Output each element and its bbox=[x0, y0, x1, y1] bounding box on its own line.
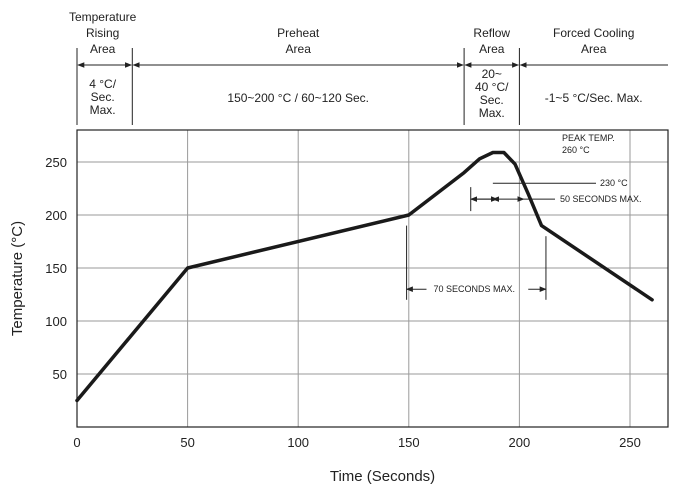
y-tick-label-150: 150 bbox=[45, 261, 67, 276]
x-tick-label-100: 100 bbox=[287, 435, 309, 450]
plot-frame bbox=[76, 129, 669, 428]
area-name-1: Area bbox=[90, 42, 116, 56]
area-name-2: Preheat bbox=[277, 26, 320, 40]
peak-temp-label: PEAK TEMP. bbox=[562, 133, 615, 143]
x-tick-label-200: 200 bbox=[509, 435, 531, 450]
sec70-label: 70 SECONDS MAX. bbox=[434, 284, 516, 294]
area-name-3: Reflow bbox=[473, 26, 510, 40]
area-desc-2: 150~200 °C / 60~120 Sec. bbox=[227, 91, 369, 105]
area-name-1: Temperature bbox=[69, 10, 137, 24]
x-tick-label-0: 0 bbox=[73, 435, 80, 450]
area-name-4: Area bbox=[581, 42, 607, 56]
sec50-label: 50 SECONDS MAX. bbox=[560, 194, 642, 204]
peak-temp-label: 260 °C bbox=[562, 145, 590, 155]
y-tick-label-250: 250 bbox=[45, 155, 67, 170]
area-desc-3: Sec. bbox=[480, 93, 504, 107]
area-desc-1: Sec. bbox=[91, 90, 115, 104]
area-desc-4: -1~5 °C/Sec. Max. bbox=[545, 91, 643, 105]
y-tick-label-100: 100 bbox=[45, 314, 67, 329]
area-name-1: Rising bbox=[86, 26, 119, 40]
y-tick-label-200: 200 bbox=[45, 208, 67, 223]
area-desc-3: 20~ bbox=[482, 67, 502, 81]
area-name-2: Area bbox=[286, 42, 312, 56]
x-tick-label-150: 150 bbox=[398, 435, 420, 450]
x-axis-title: Time (Seconds) bbox=[330, 468, 435, 485]
x-tick-label-50: 50 bbox=[180, 435, 194, 450]
area-name-4: Forced Cooling bbox=[553, 26, 634, 40]
area-desc-3: Max. bbox=[479, 106, 505, 120]
x-tick-label-250: 250 bbox=[619, 435, 641, 450]
plot-area: 0 50 100 150 200 250 50 100 150 200 250 Time (Secon… bbox=[9, 129, 669, 485]
reflow-profile-line bbox=[75, 150, 654, 403]
area-name-3: Area bbox=[479, 42, 505, 56]
area-desc-1: 4 °C/ bbox=[89, 77, 116, 91]
y-tick-label-50: 50 bbox=[53, 367, 67, 382]
t230-label: 230 °C bbox=[600, 178, 628, 188]
area-desc-3: 40 °C/ bbox=[475, 80, 509, 94]
y-axis-title: Temperature (°C) bbox=[9, 221, 26, 336]
area-desc-1: Max. bbox=[90, 103, 116, 117]
